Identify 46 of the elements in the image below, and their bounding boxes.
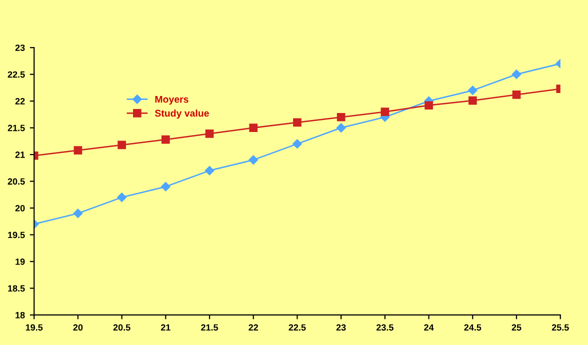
point xyxy=(74,146,82,154)
point xyxy=(468,96,477,105)
point xyxy=(336,123,346,132)
point xyxy=(204,166,214,176)
x-tick-label: 22.5 xyxy=(288,324,306,331)
y-tick-label: 18.5 xyxy=(8,285,25,292)
point xyxy=(162,135,170,144)
x-tick-label: 19.5 xyxy=(26,324,43,331)
x-tick-label: 25.5 xyxy=(552,324,569,331)
point xyxy=(293,118,302,127)
x-tick-label: 21.5 xyxy=(201,324,218,331)
point xyxy=(248,155,258,165)
y-tick-label: 20 xyxy=(15,205,25,212)
point xyxy=(424,101,433,110)
legend-label: Study value xyxy=(154,110,209,119)
point xyxy=(468,86,478,96)
point xyxy=(73,208,83,218)
y-tick-label: 19.5 xyxy=(8,232,25,238)
y-tick-label: 23 xyxy=(15,44,25,51)
x-tick-label: 22 xyxy=(248,324,258,331)
point xyxy=(117,192,126,202)
y-tick-label: 21.5 xyxy=(8,124,25,132)
point xyxy=(205,130,214,138)
point xyxy=(249,124,258,132)
point xyxy=(292,139,302,148)
point xyxy=(380,108,390,116)
x-tick-label: 20 xyxy=(73,324,83,331)
x-tick-label: 20.5 xyxy=(113,324,130,331)
y-tick-label: 18 xyxy=(16,312,25,318)
x-tick-label: 21 xyxy=(160,324,170,331)
point xyxy=(336,112,346,122)
x-tick-label: 25 xyxy=(512,324,522,331)
y-tick-label: 19 xyxy=(16,258,25,265)
x-tick-label: 24 xyxy=(424,324,434,331)
x-tick-label: 24.5 xyxy=(464,324,482,331)
x-tick-label: 23.5 xyxy=(376,324,394,331)
y-tick-label: 21 xyxy=(15,152,25,158)
y-tick-label: 22 xyxy=(15,98,25,104)
y-tick-label: 22.5 xyxy=(8,71,25,78)
x-tick-label: 23 xyxy=(336,324,346,331)
legend-label: Moyers xyxy=(155,96,188,105)
point xyxy=(118,140,126,150)
point xyxy=(161,182,170,192)
y-tick-label: 20.5 xyxy=(8,178,25,185)
point xyxy=(512,90,521,99)
point xyxy=(512,70,522,79)
